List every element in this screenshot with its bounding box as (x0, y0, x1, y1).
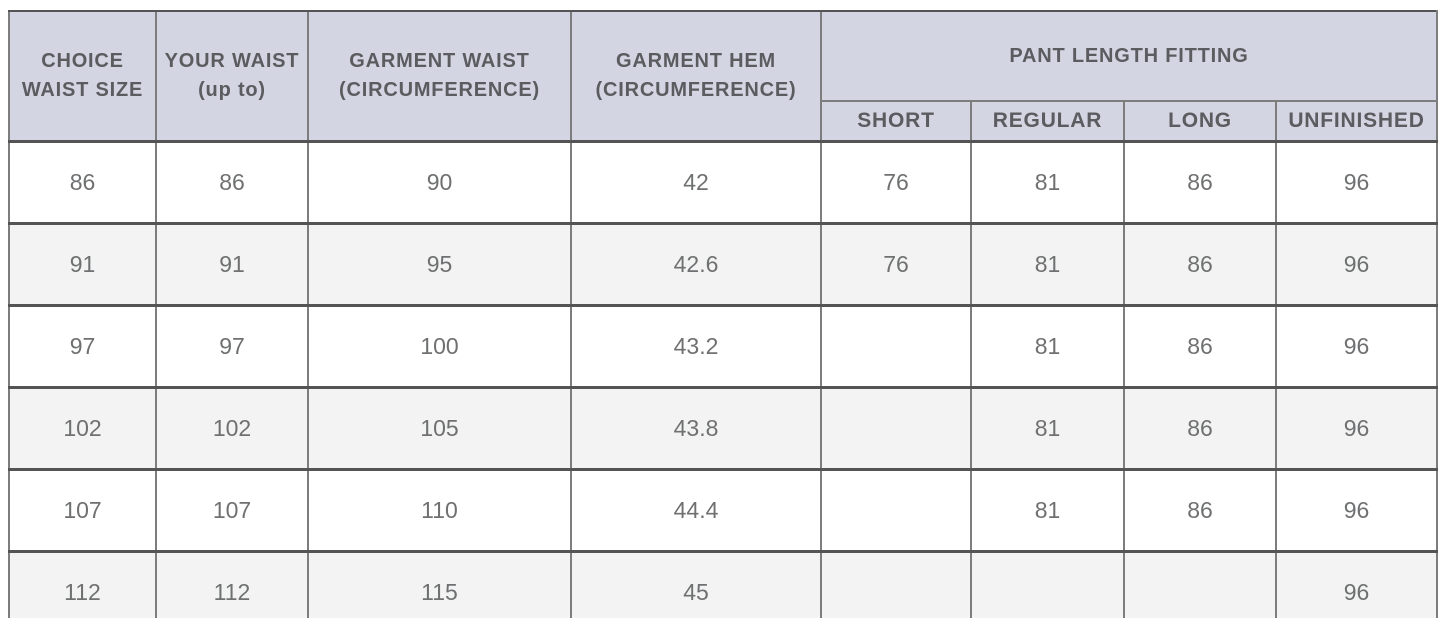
table-cell: 105 (307, 386, 571, 470)
header-garment-hem: GARMENT HEM (CIRCUMFERENCE) (570, 10, 821, 142)
header-line: CHOICE (41, 50, 124, 72)
subheader-row: SHORT REGULAR LONG UNFINISHED (9, 100, 1439, 142)
table-row: 107 107 110 44.4 81 86 96 (8, 468, 1439, 552)
table-cell: 102 (155, 386, 308, 470)
table-cell (820, 386, 971, 470)
table-cell (820, 304, 971, 388)
table-cell: 81 (970, 222, 1124, 306)
table-cell: 97 (155, 304, 308, 388)
table-cell: 112 (8, 550, 156, 618)
subheader-short: SHORT (820, 100, 971, 142)
table-cell: 115 (307, 550, 571, 618)
table-cell: 86 (1123, 222, 1276, 306)
table-cell: 42.6 (570, 222, 821, 306)
header-line: WAIST SIZE (21, 79, 144, 101)
table-cell (820, 550, 971, 618)
table-cell: 81 (970, 386, 1124, 470)
table-cell: 44.4 (570, 468, 821, 552)
table-cell: 110 (307, 468, 571, 552)
table-cell: 107 (8, 468, 156, 552)
size-chart-table: CHOICE WAIST SIZE YOUR WAIST (up to) GAR… (8, 10, 1439, 618)
table-cell: 43.8 (570, 386, 821, 470)
table-cell (970, 550, 1124, 618)
header-your-waist: YOUR WAIST (up to) (155, 10, 308, 142)
header-row: CHOICE WAIST SIZE YOUR WAIST (up to) GAR… (8, 10, 1439, 142)
table-cell: 96 (1274, 386, 1439, 470)
subheader-long: LONG (1123, 100, 1276, 142)
table-cell: 96 (1274, 140, 1439, 224)
table-row: 102 102 105 43.8 81 86 96 (8, 386, 1439, 470)
table-cell: 112 (155, 550, 308, 618)
table-cell: 95 (307, 222, 571, 306)
table-cell: 97 (8, 304, 156, 388)
table-cell: 43.2 (570, 304, 821, 388)
table-cell: 76 (820, 140, 971, 224)
table-cell: 90 (307, 140, 571, 224)
subheader-regular: REGULAR (970, 100, 1124, 142)
table-cell: 102 (8, 386, 156, 470)
table-cell: 86 (1123, 386, 1276, 470)
table-cell: 91 (155, 222, 308, 306)
table-cell (820, 468, 971, 552)
table-cell: 81 (970, 304, 1124, 388)
table-cell (1123, 550, 1276, 618)
table-cell: 76 (820, 222, 971, 306)
table-cell: 107 (155, 468, 308, 552)
table-cell: 86 (8, 140, 156, 224)
table-cell: 96 (1274, 222, 1439, 306)
table-cell: 86 (1123, 140, 1276, 224)
header-garment-waist: GARMENT WAIST (CIRCUMFERENCE) (307, 10, 571, 142)
subheader-unfinished: UNFINISHED (1274, 100, 1439, 142)
table-row: 97 97 100 43.2 81 86 96 (8, 304, 1439, 388)
header-line: (up to) (198, 79, 266, 101)
header-line: GARMENT HEM (616, 50, 776, 72)
header-pant-length-fitting: PANT LENGTH FITTING (819, 10, 1439, 101)
table-cell: 42 (570, 140, 821, 224)
table-cell: 86 (1123, 304, 1276, 388)
table-cell: 96 (1274, 550, 1439, 618)
table-row: 86 86 90 42 76 81 86 96 (8, 140, 1439, 224)
table-cell: 100 (307, 304, 571, 388)
table-cell: 45 (570, 550, 821, 618)
table-row: 91 91 95 42.6 76 81 86 96 (8, 222, 1439, 306)
table-cell: 81 (970, 468, 1124, 552)
header-line: (CIRCUMFERENCE) (339, 79, 540, 101)
table-cell: 96 (1274, 304, 1439, 388)
header-line: (CIRCUMFERENCE) (595, 79, 797, 101)
table-cell: 81 (970, 140, 1124, 224)
header-line: GARMENT WAIST (349, 50, 530, 72)
table-cell: 86 (1123, 468, 1276, 552)
header-choice-waist-size: CHOICE WAIST SIZE (8, 10, 156, 142)
table-row: 112 112 115 45 96 (8, 550, 1439, 618)
header-line: YOUR WAIST (164, 50, 300, 72)
table-cell: 86 (155, 140, 308, 224)
table-cell: 96 (1274, 468, 1439, 552)
table-cell: 91 (8, 222, 156, 306)
